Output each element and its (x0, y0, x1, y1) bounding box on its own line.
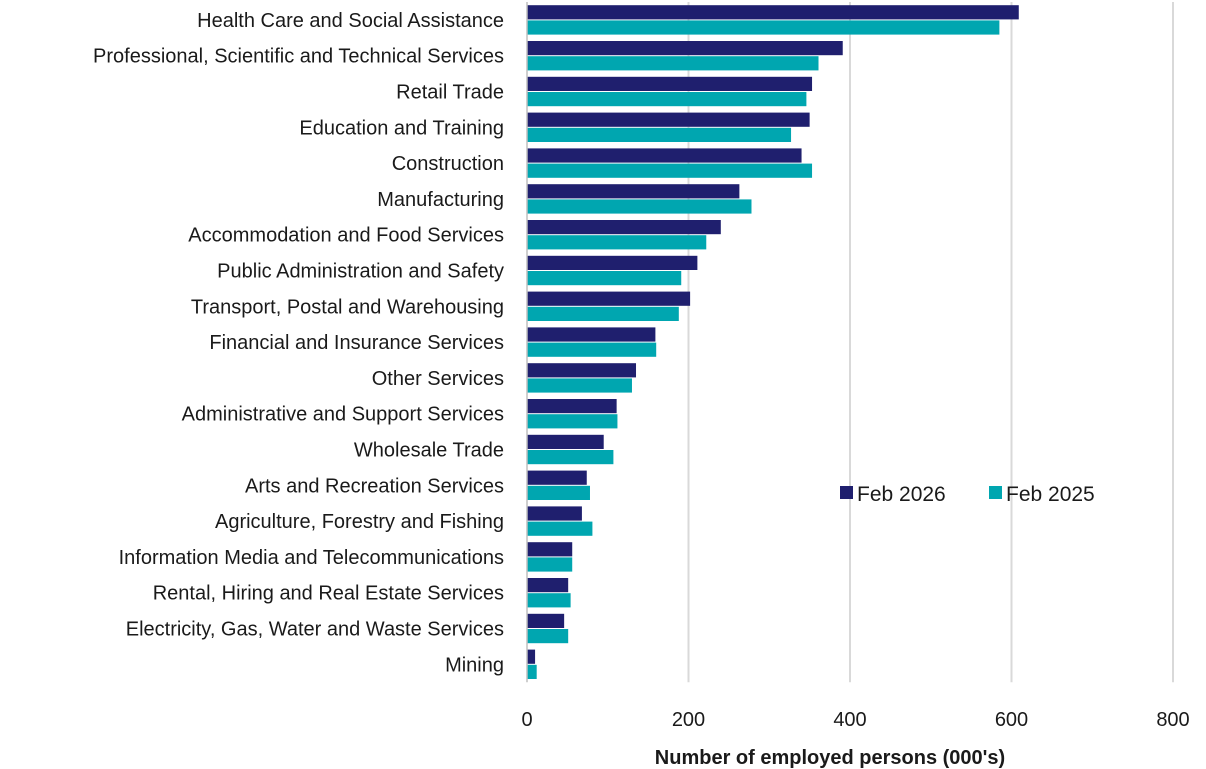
x-tick-labels: 0 200 400 600 800 (521, 709, 1189, 731)
category-label-manufacturing: Manufacturing (377, 189, 504, 211)
x-tick-label-400: 400 (833, 709, 866, 731)
bar-mining-feb-2025 (527, 664, 537, 679)
x-tick-label-0: 0 (521, 709, 532, 731)
bar-manufacturing-feb-2026 (527, 184, 740, 199)
bar-construction-feb-2025 (527, 163, 813, 178)
x-tick-label-200: 200 (672, 709, 705, 731)
bar-transport-postal-and-warehousing-feb-2025 (527, 306, 679, 321)
legend-swatch-feb-2026 (840, 486, 853, 499)
bar-accommodation-and-food-services-feb-2025 (527, 235, 707, 250)
category-label-education-and-training: Education and Training (299, 117, 504, 139)
bar-other-services-feb-2025 (527, 378, 632, 393)
bar-accommodation-and-food-services-feb-2026 (527, 220, 721, 235)
gridlines (687, 2, 1174, 683)
bar-mining-feb-2026 (527, 649, 536, 664)
bar-wholesale-trade-feb-2026 (527, 434, 604, 449)
bar-electricity-gas-water-and-waste-services-feb-2025 (527, 629, 569, 644)
bar-health-care-and-social-assistance-feb-2025 (527, 20, 1000, 35)
bar-arts-and-recreation-services-feb-2025 (527, 485, 590, 500)
bar-retail-trade-feb-2026 (527, 76, 813, 91)
category-label-administrative-and-support-services: Administrative and Support Services (182, 404, 504, 426)
bar-retail-trade-feb-2025 (527, 92, 807, 107)
bar-information-media-and-telecommunications-feb-2025 (527, 557, 573, 572)
legend: Feb 2026 Feb 2025 (840, 483, 1095, 506)
bar-other-services-feb-2026 (527, 363, 637, 378)
x-tick-label-800: 800 (1156, 709, 1189, 731)
category-label-professional-scientific-and-technical-services: Professional, Scientific and Technical S… (93, 46, 504, 68)
category-label-electricity-gas-water-and-waste-services: Electricity, Gas, Water and Waste Servic… (126, 619, 504, 641)
category-label-information-media-and-telecommunications: Information Media and Telecommunications (119, 547, 504, 569)
bar-construction-feb-2026 (527, 148, 802, 163)
category-label-arts-and-recreation-services: Arts and Recreation Services (245, 475, 504, 497)
bar-information-media-and-telecommunications-feb-2026 (527, 542, 573, 557)
bar-wholesale-trade-feb-2025 (527, 450, 614, 465)
category-label-construction: Construction (392, 153, 504, 175)
bar-education-and-training-feb-2026 (527, 112, 810, 127)
bar-electricity-gas-water-and-waste-services-feb-2026 (527, 613, 565, 628)
legend-swatch-feb-2025 (989, 486, 1002, 499)
bar-agriculture-forestry-and-fishing-feb-2026 (527, 506, 582, 521)
bar-rental-hiring-and-real-estate-services-feb-2026 (527, 578, 569, 593)
bar-health-care-and-social-assistance-feb-2026 (527, 5, 1019, 20)
category-label-agriculture-forestry-and-fishing: Agriculture, Forestry and Fishing (215, 511, 504, 533)
legend-label-feb-2026: Feb 2026 (857, 483, 946, 506)
bar-administrative-and-support-services-feb-2026 (527, 399, 617, 414)
bar-professional-scientific-and-technical-services-feb-2025 (527, 56, 819, 71)
x-tick-label-600: 600 (995, 709, 1028, 731)
category-label-retail-trade: Retail Trade (396, 82, 504, 104)
bar-professional-scientific-and-technical-services-feb-2026 (527, 41, 843, 56)
category-label-accommodation-and-food-services: Accommodation and Food Services (188, 225, 504, 247)
category-label-health-care-and-social-assistance: Health Care and Social Assistance (197, 10, 504, 32)
category-label-wholesale-trade: Wholesale Trade (354, 440, 504, 462)
bar-public-administration-and-safety-feb-2026 (527, 255, 698, 270)
category-label-other-services: Other Services (372, 368, 504, 390)
bar-arts-and-recreation-services-feb-2026 (527, 470, 587, 485)
bar-manufacturing-feb-2025 (527, 199, 752, 214)
category-label-public-administration-and-safety: Public Administration and Safety (217, 261, 504, 283)
bar-rental-hiring-and-real-estate-services-feb-2025 (527, 593, 571, 608)
bar-public-administration-and-safety-feb-2025 (527, 271, 682, 286)
category-label-transport-postal-and-warehousing: Transport, Postal and Warehousing (191, 296, 504, 318)
bar-education-and-training-feb-2025 (527, 127, 792, 142)
category-labels: Health Care and Social Assistance Profess… (93, 10, 504, 676)
bars (527, 5, 1019, 679)
x-axis-title: Number of employed persons (000's) (655, 747, 1005, 769)
bar-agriculture-forestry-and-fishing-feb-2025 (527, 521, 593, 536)
bar-administrative-and-support-services-feb-2025 (527, 414, 618, 429)
bar-financial-and-insurance-services-feb-2026 (527, 327, 656, 342)
legend-label-feb-2025: Feb 2025 (1006, 483, 1095, 506)
category-label-rental-hiring-and-real-estate-services: Rental, Hiring and Real Estate Services (153, 583, 504, 605)
category-label-financial-and-insurance-services: Financial and Insurance Services (209, 332, 504, 354)
category-label-mining: Mining (445, 654, 504, 676)
bar-financial-and-insurance-services-feb-2025 (527, 342, 657, 357)
bar-transport-postal-and-warehousing-feb-2026 (527, 291, 691, 306)
